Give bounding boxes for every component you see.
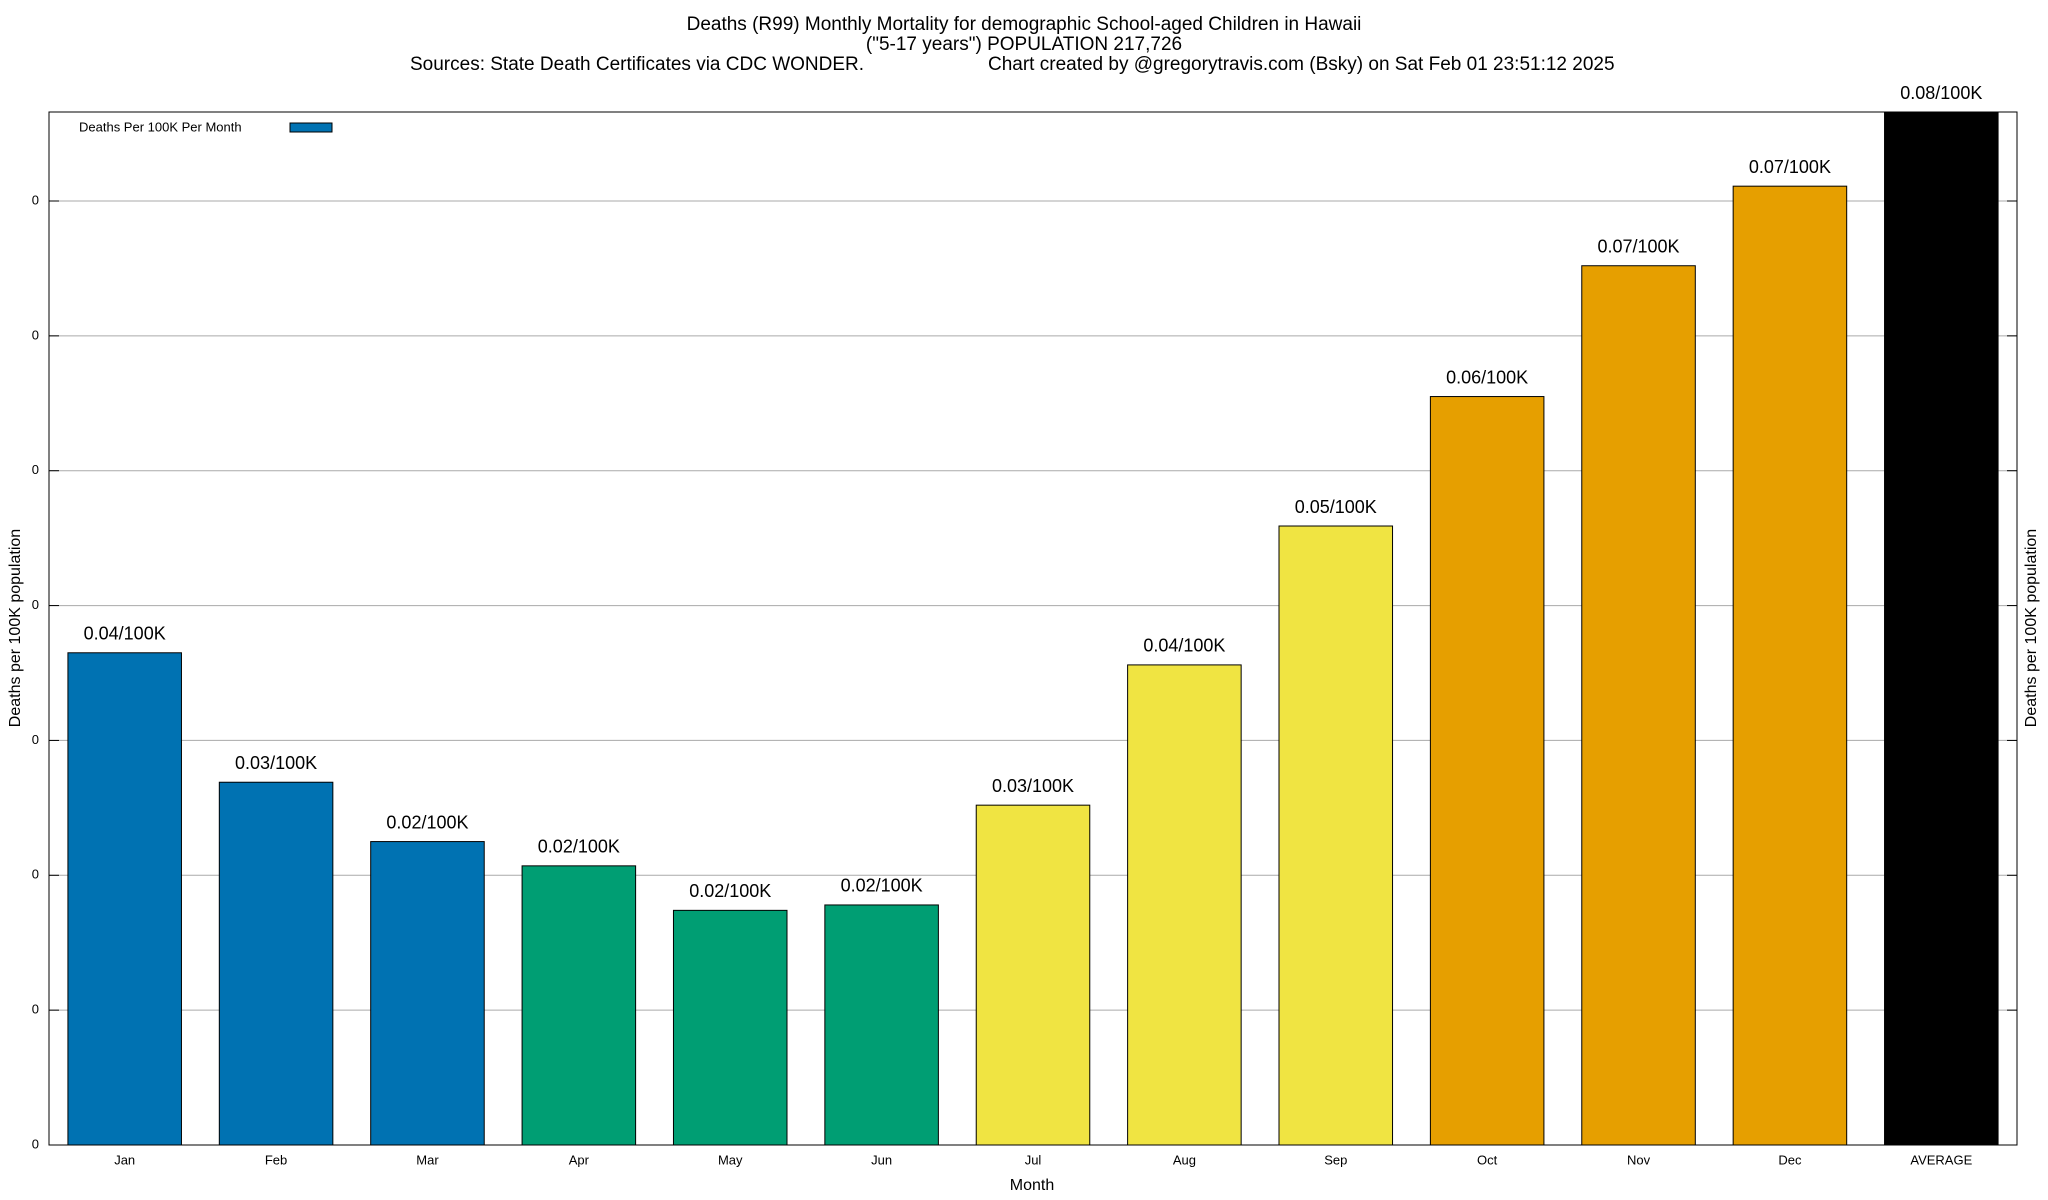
y-tick-label: 0 bbox=[32, 1002, 39, 1017]
y-tick-label: 0 bbox=[32, 192, 39, 207]
y-tick-label: 0 bbox=[32, 1136, 39, 1151]
y-tick-label: 0 bbox=[32, 732, 39, 747]
x-tick-label: Sep bbox=[1324, 1152, 1347, 1167]
bar bbox=[521, 865, 637, 1146]
bar bbox=[1732, 185, 1848, 1146]
value-label: 0.07/100K bbox=[1597, 236, 1679, 256]
x-tick-label: Dec bbox=[1778, 1152, 1802, 1167]
bar bbox=[67, 652, 182, 1146]
x-tick-label: Nov bbox=[1627, 1152, 1651, 1167]
y-axis-label: Deaths per 100K population bbox=[7, 529, 24, 727]
x-tick-label: AVERAGE bbox=[1910, 1152, 1972, 1167]
y-tick-label: 0 bbox=[32, 462, 39, 477]
legend-label: Deaths Per 100K Per Month bbox=[79, 119, 242, 134]
x-tick-label: Oct bbox=[1477, 1152, 1498, 1167]
y-tick-label: 0 bbox=[32, 327, 39, 342]
x-tick-label: Apr bbox=[569, 1152, 590, 1167]
bar bbox=[672, 909, 788, 1146]
bar bbox=[370, 841, 485, 1146]
bar bbox=[975, 804, 1091, 1146]
bar bbox=[1884, 111, 1999, 1146]
plot-frame bbox=[48, 111, 2018, 1146]
x-tick-label: Jul bbox=[1025, 1152, 1042, 1167]
chart-subtitle: ("5-17 years") POPULATION 217,726 bbox=[866, 34, 1182, 55]
value-label: 0.05/100K bbox=[1295, 497, 1377, 517]
value-label: 0.02/100K bbox=[386, 812, 468, 832]
bar bbox=[1278, 525, 1394, 1146]
x-tick-label: May bbox=[718, 1152, 743, 1167]
x-tick-label: Feb bbox=[265, 1152, 287, 1167]
bar bbox=[1127, 664, 1242, 1146]
legend-swatch bbox=[289, 122, 333, 133]
value-label: 0.03/100K bbox=[235, 753, 317, 773]
bar bbox=[1429, 396, 1545, 1146]
value-label: 0.02/100K bbox=[538, 837, 620, 857]
value-label: 0.07/100K bbox=[1749, 157, 1831, 177]
y2-axis-label: Deaths per 100K population bbox=[2023, 529, 2040, 727]
bar bbox=[824, 904, 939, 1146]
x-tick-label: Jun bbox=[871, 1152, 892, 1167]
y-tick-label: 0 bbox=[32, 867, 39, 882]
x-tick-label: Aug bbox=[1173, 1152, 1196, 1167]
x-axis-label: Month bbox=[1010, 1177, 1054, 1194]
bar bbox=[1581, 265, 1696, 1146]
chart-title: Deaths (R99) Monthly Mortality for demog… bbox=[687, 14, 1362, 35]
y-tick-label: 0 bbox=[32, 597, 39, 612]
bar bbox=[218, 781, 334, 1146]
value-label: 0.02/100K bbox=[841, 876, 923, 896]
value-label: 0.04/100K bbox=[1143, 636, 1225, 656]
x-tick-label: Mar bbox=[416, 1152, 439, 1167]
value-label: 0.06/100K bbox=[1446, 367, 1528, 387]
x-tick-label: Jan bbox=[114, 1152, 135, 1167]
value-label: 0.08/100K bbox=[1900, 83, 1982, 103]
credit: Chart created by @gregorytravis.com (Bsk… bbox=[988, 54, 1615, 75]
source: Sources: State Death Certificates via CD… bbox=[410, 54, 864, 75]
value-label: 0.04/100K bbox=[84, 624, 166, 644]
value-label: 0.03/100K bbox=[992, 776, 1074, 796]
value-label: 0.02/100K bbox=[689, 881, 771, 901]
